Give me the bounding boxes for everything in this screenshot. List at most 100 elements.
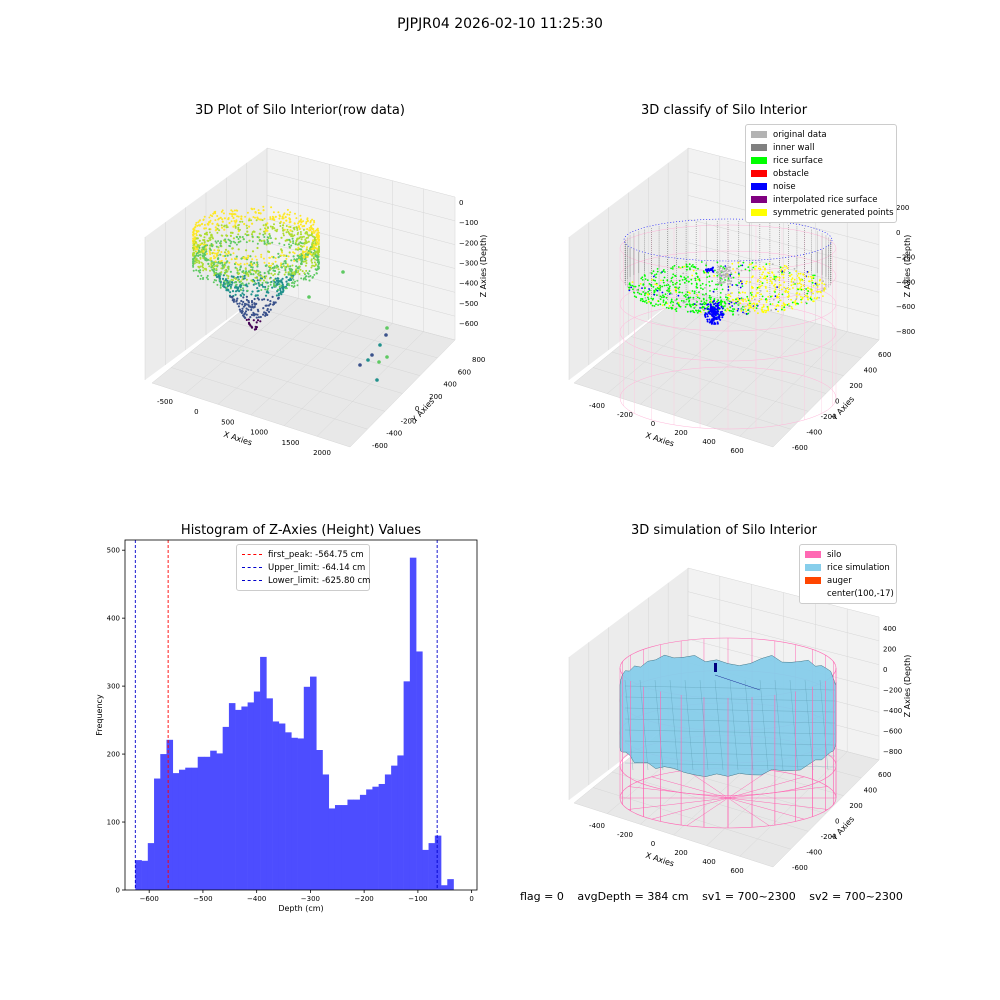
data-point xyxy=(679,283,681,286)
data-point xyxy=(699,307,701,309)
data-point xyxy=(807,298,809,300)
data-point xyxy=(748,310,751,313)
data-point xyxy=(745,310,748,313)
data-point xyxy=(716,261,719,264)
data-point xyxy=(220,267,223,270)
noise-point xyxy=(716,311,718,314)
data-point xyxy=(229,287,232,290)
data-point xyxy=(223,280,226,283)
data-point xyxy=(275,264,278,267)
data-point xyxy=(292,255,295,258)
data-point xyxy=(267,285,270,288)
y-axis-label: Y Axies xyxy=(409,397,436,425)
data-point xyxy=(638,292,641,295)
data-point xyxy=(235,243,238,246)
data-point xyxy=(715,283,717,286)
data-point xyxy=(662,299,665,302)
data-point xyxy=(228,261,231,264)
data-point xyxy=(310,225,312,228)
data-point xyxy=(274,237,277,240)
data-point xyxy=(250,273,253,276)
data-point xyxy=(675,287,677,290)
data-point xyxy=(232,225,235,228)
data-point xyxy=(800,285,803,288)
data-point xyxy=(214,240,217,243)
data-point xyxy=(751,297,753,300)
data-point xyxy=(212,212,215,215)
original-point xyxy=(722,270,725,273)
data-point xyxy=(206,274,209,277)
data-point xyxy=(696,275,699,278)
data-point xyxy=(311,218,314,221)
legend-line xyxy=(242,567,262,568)
data-point xyxy=(656,284,658,286)
data-point xyxy=(304,250,307,253)
data-point xyxy=(744,308,747,311)
histogram-bar xyxy=(216,753,223,890)
data-point xyxy=(299,214,302,217)
data-point xyxy=(223,224,226,227)
histogram-bar xyxy=(285,732,292,890)
data-point xyxy=(192,262,194,265)
data-point xyxy=(784,303,786,306)
data-point xyxy=(741,291,744,294)
data-point xyxy=(315,235,318,238)
data-point xyxy=(230,240,233,243)
data-point xyxy=(681,279,684,281)
data-point xyxy=(192,252,194,255)
data-point xyxy=(255,258,258,261)
data-point xyxy=(229,291,232,294)
data-point xyxy=(288,251,291,254)
x-tick-label: -500 xyxy=(157,398,173,406)
data-point xyxy=(259,228,262,231)
data-point xyxy=(205,227,207,230)
data-point xyxy=(306,272,309,275)
data-point xyxy=(647,293,650,296)
data-point xyxy=(302,245,305,248)
data-point xyxy=(310,233,313,236)
data-point xyxy=(250,262,253,265)
data-point xyxy=(749,300,751,303)
data-point xyxy=(698,279,701,282)
silo-spoke xyxy=(727,797,828,810)
data-point xyxy=(276,282,279,286)
data-point xyxy=(755,265,758,268)
data-point xyxy=(743,312,746,315)
data-point xyxy=(675,289,677,292)
data-point xyxy=(278,280,281,283)
data-point xyxy=(260,256,263,258)
data-point xyxy=(257,310,260,313)
data-point xyxy=(686,294,689,296)
legend-item-silo: silo xyxy=(805,548,891,561)
data-point xyxy=(301,254,304,257)
data-point xyxy=(313,265,316,268)
noise-point xyxy=(705,268,708,271)
data-point xyxy=(751,285,753,288)
data-point xyxy=(236,297,239,300)
data-point xyxy=(241,278,244,281)
data-point xyxy=(250,313,253,316)
data-point xyxy=(672,301,675,304)
data-point xyxy=(757,312,759,315)
data-point xyxy=(788,305,790,307)
data-point xyxy=(272,218,275,221)
noise-point xyxy=(721,316,724,319)
histogram-bar xyxy=(272,721,280,890)
data-point xyxy=(234,284,237,287)
data-point xyxy=(237,233,240,236)
data-point xyxy=(776,304,779,306)
original-point xyxy=(728,269,731,272)
data-point xyxy=(245,224,248,227)
data-point xyxy=(293,271,296,274)
data-point xyxy=(709,301,711,303)
data-point xyxy=(269,283,272,286)
data-point xyxy=(299,236,302,239)
data-point xyxy=(210,264,213,267)
original-point xyxy=(719,266,722,269)
data-point xyxy=(766,290,769,292)
data-point xyxy=(811,281,814,284)
data-point xyxy=(702,308,704,311)
data-point xyxy=(245,241,248,244)
legend-swatch xyxy=(751,170,767,177)
data-point xyxy=(313,261,316,264)
